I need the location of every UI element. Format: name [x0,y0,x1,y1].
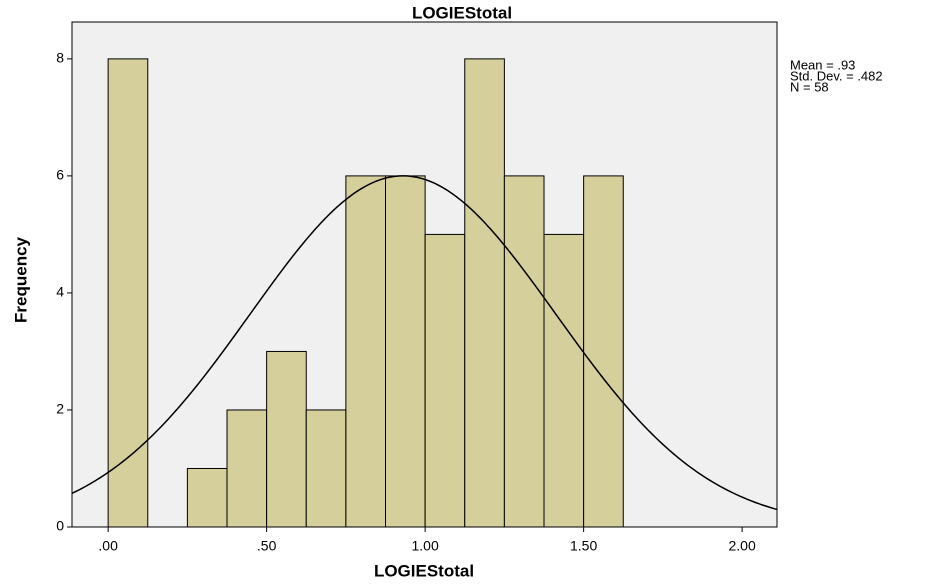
stat-label: Mean = .93 [790,57,855,72]
stat-label: N = 58 [790,79,829,94]
bar [266,350,307,528]
normal-curve [71,175,778,511]
x-tick-label: .50 [257,538,277,554]
y-axis-label: Frequency [11,236,30,323]
chart-title: LOGIEStotal [412,3,512,22]
y-tick-label: 2 [56,401,64,417]
bar [543,233,585,528]
y-tick-label: 0 [56,518,64,534]
y-tick-label: 4 [56,284,64,300]
x-axis-label: LOGIEStotal [374,561,474,580]
x-tick-label: 1.00 [412,538,439,554]
bar [107,58,149,528]
bar [503,175,545,528]
y-tick-label: 6 [56,167,64,183]
stat-label: Std. Dev. = .482 [790,68,883,83]
bar [345,175,387,528]
bar [583,175,624,528]
bar [226,409,268,528]
bar [305,409,347,528]
bar [424,233,466,528]
x-tick-label: 2.00 [729,538,756,554]
bar [385,175,426,528]
bar [464,58,505,528]
bar [186,467,228,528]
y-tick-label: 8 [56,50,64,66]
x-tick-label: .00 [98,538,118,554]
x-tick-label: 1.50 [570,538,597,554]
